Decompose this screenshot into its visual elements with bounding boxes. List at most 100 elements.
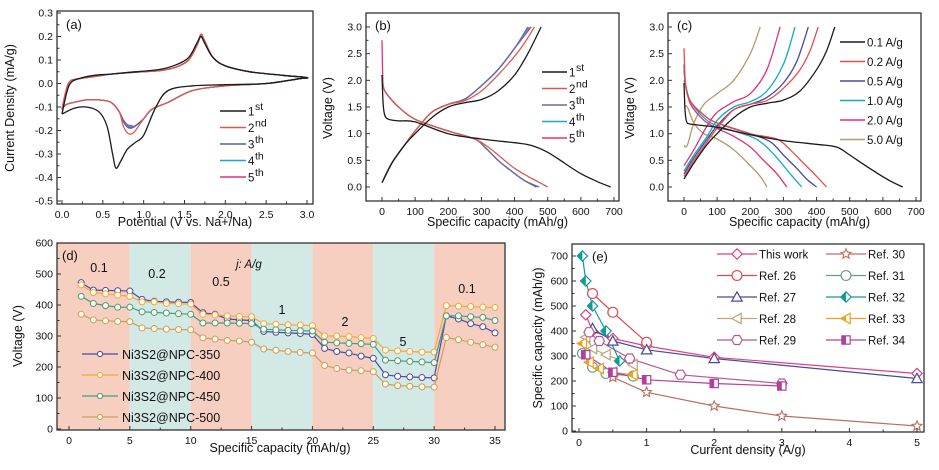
legend-label: 1 [248, 107, 254, 119]
y-tick-label: 400 [35, 300, 53, 312]
rate-point [345, 339, 353, 347]
x-tick-label: 500 [539, 206, 557, 218]
rate-point [454, 312, 462, 320]
rate-point [394, 382, 402, 390]
band-label: 0.2 [148, 267, 165, 281]
rate-point [248, 320, 256, 328]
rate-point [321, 332, 329, 340]
comparison-point [586, 342, 598, 355]
comparison-point-fill [577, 340, 583, 347]
rate-point [430, 383, 438, 391]
y-tick-label: 500 [35, 269, 53, 281]
comparison-point [599, 348, 611, 361]
rate-point [442, 334, 450, 342]
legend-label: 0.5 A/g [867, 77, 903, 89]
rate-point [381, 371, 389, 379]
rate-point [381, 380, 389, 388]
legend-marker [730, 290, 744, 302]
rate-point [394, 357, 402, 365]
rate-point [321, 361, 329, 369]
x-tick-label: 20 [307, 435, 319, 447]
y-tick-label: -0.3 [35, 149, 53, 161]
discharge-curve-0.1 A/g [683, 82, 903, 188]
x-tick-label: 500 [841, 206, 859, 218]
legend-label: 0.1 A/g [867, 38, 903, 50]
x-tick-label: 25 [367, 435, 379, 447]
rate-point [102, 317, 110, 325]
discharge-curve-5th [381, 40, 537, 188]
y-tick-label: 0 [562, 426, 568, 438]
y-tick-label: 0 [47, 424, 53, 436]
legend-label: Ref. 28 [759, 314, 796, 326]
y-tick-label: -0.4 [35, 172, 53, 184]
rate-point [467, 338, 475, 346]
y-tick-label: 2.5 [347, 48, 362, 60]
x-tick-label: 300 [775, 206, 793, 218]
comparison-point [586, 287, 599, 300]
rate-point [369, 368, 377, 376]
y-tick-label: 600 [550, 276, 568, 288]
y-tick-label: 1.5 [649, 102, 664, 114]
panel-a-cv-curves: 0.0 0.5 1.0 1.5 2.0 2.5 3.0 -0.5 -0.4 -0.3 -0.2 -0.… [3, 8, 314, 230]
comparison-point [579, 308, 592, 321]
x-tick-label: 0 [681, 206, 687, 218]
legend-label: Ref. 29 [759, 336, 796, 348]
comparison-point-fill [642, 375, 647, 384]
y-tick-label: 0.3 [38, 8, 53, 20]
y-tick-label: 600 [35, 238, 53, 250]
x-tick-label: 100 [708, 206, 726, 218]
x-tick-label: 0 [576, 437, 582, 449]
x-tick-label: 1 [644, 437, 650, 449]
comparison-line-Ref. 26 [592, 293, 647, 343]
x-tick-label: 4 [846, 437, 852, 449]
rate-point [491, 303, 499, 311]
legend-label: 4 [248, 156, 255, 168]
comparison-point [607, 306, 619, 318]
legend-label: Ni3S2@NPC-500 [122, 411, 220, 425]
comparison-point-fill [577, 250, 583, 262]
rate-point [126, 292, 134, 300]
rate-point [406, 348, 414, 355]
x-axis-label: Specific capacity (mAh/g) [729, 215, 870, 229]
rate-point [394, 347, 402, 355]
y-tick-label: 0.5 [649, 155, 664, 167]
y-tick-label: 300 [35, 331, 53, 343]
rate-point [345, 366, 353, 374]
x-tick-label: 400 [808, 206, 826, 218]
legend-label: 3 [569, 101, 575, 113]
rate-point [296, 348, 304, 356]
discharge-curve-4th [381, 74, 540, 188]
rate-point [126, 318, 134, 326]
discharge-curve-3th [381, 74, 539, 188]
rate-point [223, 336, 231, 344]
x-tick-label: 2.5 [259, 209, 274, 221]
comparison-point-fill [627, 371, 634, 378]
rate-point [418, 348, 426, 356]
y-tick-label: 0.0 [649, 182, 664, 194]
x-tick-label: 0 [379, 206, 385, 218]
legend-label: 2 [248, 123, 254, 135]
rate-point [77, 310, 85, 318]
charge-curve-0.2 A/g [683, 26, 819, 177]
rate-point [479, 341, 487, 349]
rate-point [308, 349, 316, 357]
y-tick-label: 2.0 [347, 75, 362, 87]
rate-point [89, 289, 97, 297]
legend-marker [840, 269, 852, 282]
comparison-point-fill [583, 359, 590, 366]
y-tick-label: -0.1 [35, 102, 53, 114]
rate-point [272, 326, 280, 334]
rate-point [333, 339, 341, 347]
rate-point [479, 313, 487, 321]
y-tick-label: 1.0 [649, 128, 664, 140]
rate-point [369, 334, 377, 342]
legend-marker [730, 312, 742, 325]
panel-label: (b) [375, 18, 391, 33]
y-tick-label: 200 [550, 376, 568, 388]
legend-label-sup: th [255, 134, 264, 146]
y-axis-label: Specific capacity (mAh/g) [531, 267, 545, 408]
rate-point [260, 345, 268, 353]
charge-curve-5.0 A/g [683, 26, 761, 148]
